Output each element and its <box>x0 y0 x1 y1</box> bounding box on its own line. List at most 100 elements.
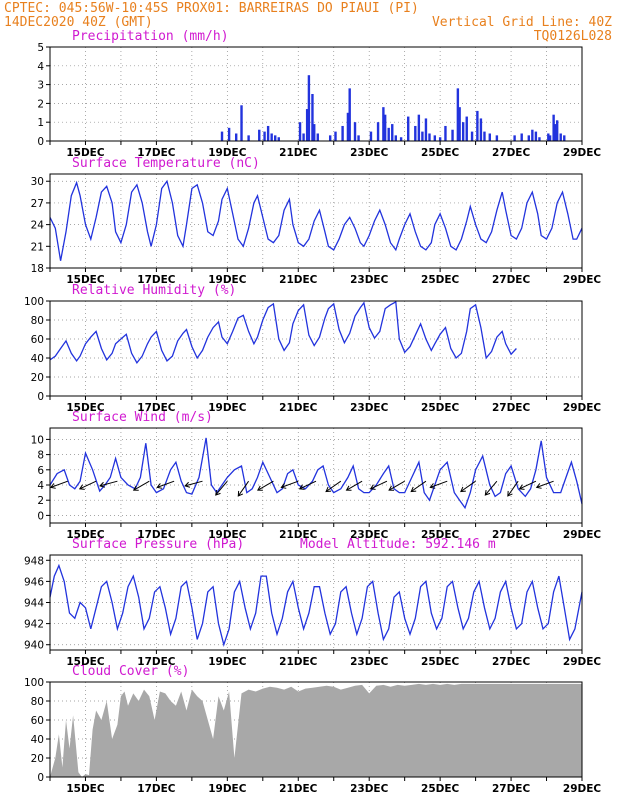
wind-arrow <box>388 480 405 491</box>
x-tick-label: 17DEC <box>137 274 176 286</box>
wind-arrow <box>99 480 118 487</box>
precip-bar <box>346 112 350 141</box>
wind-arrow-head <box>369 484 376 490</box>
precip-bar <box>470 131 474 141</box>
y-tick-label: 4 <box>37 61 44 73</box>
y-tick-label: 60 <box>31 334 44 346</box>
wind-arrow <box>133 480 150 491</box>
x-tick-label: 27DEC <box>492 147 531 159</box>
wind-arrow <box>299 480 317 490</box>
x-tick-label: 29DEC <box>563 147 602 159</box>
y-tick-label: 40 <box>31 734 44 746</box>
wind-arrow <box>50 480 68 488</box>
precip-bar <box>369 131 373 141</box>
precip-bar <box>417 114 421 141</box>
wind-arrow-head <box>518 484 525 490</box>
wind-arrow <box>257 480 274 491</box>
x-tick-label: 21DEC <box>279 783 318 795</box>
wind-arrow <box>536 480 554 488</box>
wind-arrow-head <box>325 486 332 493</box>
panel-frame <box>49 300 583 397</box>
precip-bar <box>407 116 410 141</box>
panel-3: Surface Wind (m/s) 0 2 4 6 8 10 15DEC 17DEC 19DEC… <box>31 410 602 541</box>
y-tick-label: 948 <box>24 555 44 567</box>
wind-arrow <box>325 480 342 492</box>
wind-arrow <box>79 480 97 490</box>
panel-title: Surface Temperature (nC) <box>72 156 260 171</box>
wind-arrow <box>484 480 498 496</box>
wind-arrow <box>237 480 250 497</box>
wind-arrow-head <box>99 481 105 488</box>
wind-arrow <box>410 480 427 492</box>
precip-bar <box>348 88 351 141</box>
precip-bar <box>488 133 491 141</box>
precip-bar <box>465 116 468 141</box>
y-tick-label: 6 <box>37 465 44 477</box>
x-tick-label: 17DEC <box>137 529 176 541</box>
wind-arrow-head <box>78 484 85 490</box>
precip-bar <box>270 133 273 141</box>
precip-bar <box>247 135 250 141</box>
panel-frame <box>49 173 583 269</box>
precip-bar <box>433 135 437 141</box>
y-tick-label: 4 <box>37 480 44 492</box>
x-tick-label: 15DEC <box>66 147 105 159</box>
precip-bar <box>559 133 562 141</box>
x-tick-label: 27DEC <box>492 656 531 668</box>
y-tick-label: 940 <box>24 640 44 652</box>
y-tick-label: 1 <box>37 117 44 129</box>
wind-arrow <box>370 480 388 490</box>
x-tick-label: 17DEC <box>137 147 176 159</box>
precip-bar <box>456 88 460 141</box>
precip-bar <box>534 131 538 141</box>
header-model: TQ0126L028 <box>534 29 612 44</box>
wind-arrow <box>184 480 203 487</box>
wind-arrow-head <box>345 485 352 491</box>
panel-title: Precipitation (mm/h) <box>72 29 229 44</box>
precip-bar <box>307 75 311 141</box>
y-tick-label: 2 <box>37 98 44 110</box>
wind-arrow <box>460 480 476 492</box>
precip-bar <box>552 114 555 141</box>
precip-bar <box>555 120 559 141</box>
panel-2: Relative Humidity (%) 0 20 40 60 80 100 15DEC 17… <box>24 283 601 414</box>
x-tick-label: 15DEC <box>66 402 105 414</box>
precip-bar <box>387 127 390 141</box>
precip-bar <box>476 110 479 141</box>
x-tick-label: 21DEC <box>279 656 318 668</box>
wind-arrow-head <box>507 490 513 497</box>
panel-title: Surface Pressure (hPa) <box>72 537 244 552</box>
x-tick-label: 25DEC <box>421 656 460 668</box>
precip-bar <box>357 135 360 141</box>
y-tick-label: 10 <box>31 434 44 446</box>
x-tick-label: 25DEC <box>421 529 460 541</box>
wind-arrow <box>346 480 363 491</box>
series-line <box>49 300 517 364</box>
precip-bar <box>444 125 447 141</box>
x-tick-label: 23DEC <box>350 147 389 159</box>
y-tick-label: 30 <box>31 176 44 188</box>
precip-bar <box>383 114 387 141</box>
precip-bar <box>531 129 534 141</box>
panel-annotation: Model Altitude: 592.146 m <box>300 537 496 552</box>
wind-arrow <box>157 480 175 488</box>
y-tick-label: 946 <box>24 576 44 588</box>
precip-bar <box>305 109 309 141</box>
panel-frame <box>49 554 583 651</box>
wind-arrow <box>430 480 448 488</box>
x-tick-label: 19DEC <box>208 529 247 541</box>
y-tick-label: 27 <box>31 198 44 210</box>
cloud-area <box>50 683 582 777</box>
x-tick-label: 23DEC <box>350 402 389 414</box>
precip-bar <box>376 122 380 141</box>
x-tick-label: 23DEC <box>350 783 389 795</box>
header-station: CPTEC: 045:56W-10:45S PROX01: BARREIRAS … <box>4 1 419 16</box>
precip-bar <box>554 124 557 141</box>
x-tick-label: 29DEC <box>563 274 602 286</box>
precip-bar <box>311 94 314 141</box>
x-tick-label: 19DEC <box>208 402 247 414</box>
precip-bar <box>328 135 332 141</box>
wind-arrow <box>507 480 519 497</box>
header-grid-line: Vertical Grid Line: 40Z <box>432 15 612 30</box>
